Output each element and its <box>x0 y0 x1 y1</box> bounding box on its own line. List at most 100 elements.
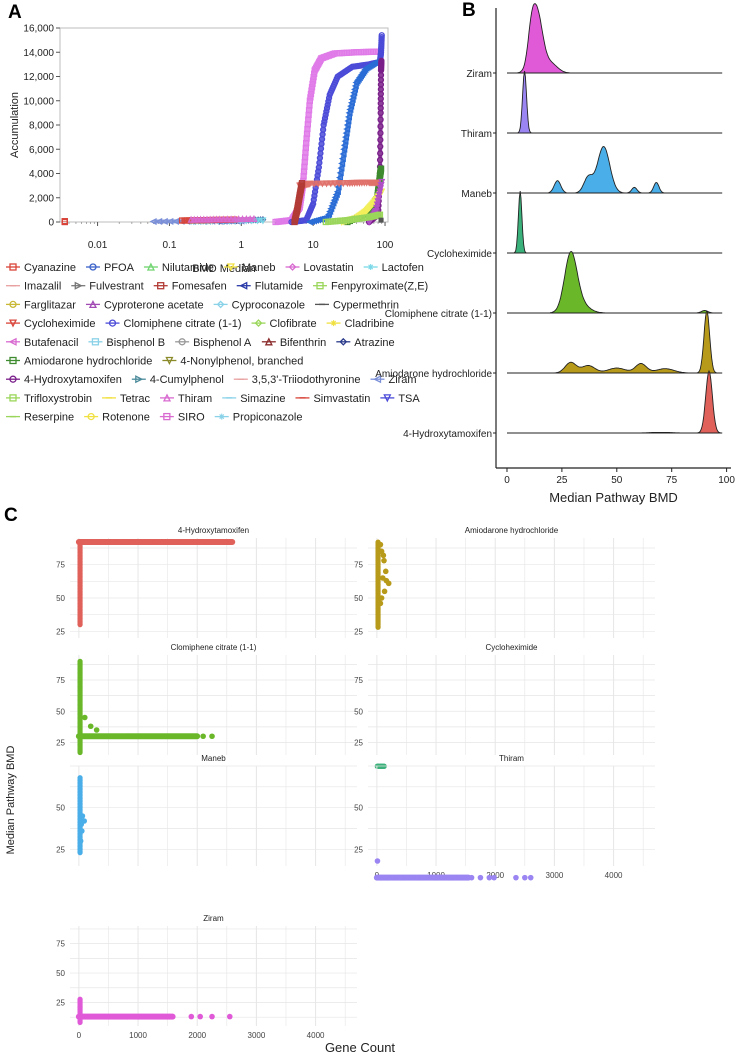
facet-title-thiram: Thiram <box>499 754 524 763</box>
point-thiram <box>223 215 231 223</box>
panel-a-ytick-label: 12,000 <box>23 72 54 83</box>
facet-ytick-label: 75 <box>56 676 65 685</box>
legend-label-propiconazole: Propiconazole <box>233 412 303 424</box>
facet-4-hydroxytamoxifen: 4-Hydroxytamoxifen 25 50 75 <box>56 526 357 638</box>
facet-xtick-label: 2000 <box>188 1031 206 1040</box>
legend-label-bifenthrin: Bifenthrin <box>280 337 326 349</box>
legend-label-4-hydroxytamoxifen: 4-Hydroxytamoxifen <box>24 374 122 386</box>
panel-a-ytick-label: 14,000 <box>23 48 54 59</box>
facet-ytick-label: 50 <box>56 804 65 813</box>
point-clomiphene-citrate-1-1 <box>310 196 317 203</box>
point-flutamide <box>349 92 357 100</box>
point-flutamide <box>339 150 347 158</box>
point-flutamide <box>326 207 334 216</box>
facet-xtick-label: 3000 <box>546 871 564 880</box>
point-flutamide <box>323 213 331 221</box>
panel-b-ridgeline-chart: 0 25 50 75 100 Median Pathway BMD Ziram Thiram M… <box>375 3 735 505</box>
legend-marker-ziram <box>373 375 382 384</box>
point-lovastatin <box>308 87 315 94</box>
panel-b-xtick-label: 50 <box>611 475 623 486</box>
legend-label-4-cumylphenol: 4-Cumylphenol <box>150 374 224 386</box>
point-flutamide <box>338 159 346 167</box>
legend-label-simvastatin: Simvastatin <box>313 393 370 405</box>
legend-marker-atrazine <box>339 337 348 346</box>
point-thiram <box>477 874 484 881</box>
legend-label-farglitazar: Farglitazar <box>24 299 76 311</box>
facet-ziram: Ziram 25 50 75 0 1000 2000 3000 4000 <box>56 914 357 1040</box>
legend-label-lactofen: Lactofen <box>382 262 424 274</box>
point-clomiphene-citrate-1-1 <box>325 94 333 102</box>
point-flutamide <box>330 196 338 204</box>
legend-label-3-5-3-triiodothyronine: 3,5,3'-Triiodothyronine <box>252 374 361 386</box>
series-cyanazine <box>61 218 68 226</box>
panel-b-xlabel: Median Pathway BMD <box>549 490 678 505</box>
legend-label-cycloheximide: Cycloheximide <box>24 318 96 330</box>
point-lovastatin <box>310 74 317 81</box>
ridge-label-cycloheximide: Cycloheximide <box>427 249 492 260</box>
point-thiram <box>468 874 475 881</box>
point-lovastatin <box>307 90 315 98</box>
point-4-hydroxytamoxifen <box>377 123 384 130</box>
legend-marker-fenpyroximate-z-e <box>316 282 324 290</box>
point-flutamide <box>348 95 356 103</box>
point-flutamide <box>342 129 350 137</box>
ridge-area-cycloheximide <box>507 190 723 254</box>
ridge-label-thiram: Thiram <box>461 129 492 140</box>
point-cycloheximide <box>310 180 318 188</box>
point-4-hydroxytamoxifen <box>170 539 177 545</box>
legend-marker-cyproterone-acetate <box>88 299 98 309</box>
point-flutamide <box>347 99 355 107</box>
facet-xtick-label: 3000 <box>248 1031 266 1040</box>
legend-label-butafenacil: Butafenacil <box>24 337 78 349</box>
legend-label-thiram: Thiram <box>178 393 212 405</box>
point-amiodarone-hydrochloride <box>382 568 389 575</box>
point-flutamide <box>328 202 336 210</box>
series-fenpyroximate-z-e <box>322 211 384 226</box>
point-ziram <box>188 1013 195 1020</box>
series-thiram <box>187 214 258 223</box>
legend-label-clofibrate: Clofibrate <box>270 318 317 330</box>
series-cypermethrin <box>378 216 384 224</box>
point-cycloheximide <box>306 180 314 188</box>
legend-marker-flutamide <box>239 281 248 290</box>
legend-label-lovastatin: Lovastatin <box>304 262 354 274</box>
point-flutamide <box>337 164 345 172</box>
legend-label-rotenone: Rotenone <box>102 412 150 424</box>
legend-marker-rotenone <box>87 412 95 421</box>
panel-a-accumulation-chart: 0 2,000 4,000 6,000 8,000 10,000 12,000 14,000 1… <box>9 24 394 276</box>
panel-a-ytick-label: 10,000 <box>23 96 54 107</box>
facet-title-amiodarone-hydrochloride: Amiodarone hydrochloride <box>465 526 559 535</box>
point-clomiphene-citrate-1-1 <box>378 32 385 39</box>
point-lovastatin <box>309 77 317 84</box>
point-4-hydroxytamoxifen <box>377 129 384 137</box>
legend-marker-cyanazine <box>9 263 17 271</box>
point-thiram <box>522 874 528 881</box>
point-cycloheximide <box>318 180 326 188</box>
point-cycloheximide <box>331 180 339 188</box>
point-thiram <box>242 215 250 223</box>
point-4-hydroxytamoxifen <box>206 539 212 545</box>
point-clomiphene-citrate-1-1 <box>188 733 195 740</box>
point-clomiphene-citrate-1-1 <box>311 188 319 195</box>
point-thiram <box>227 215 235 223</box>
legend-marker-amiodarone-hydrochloride <box>9 356 17 365</box>
legend-label-clomiphene-citrate-1-1: Clomiphene citrate (1-1) <box>124 318 242 330</box>
panel-b-xtick-label: 100 <box>718 475 735 486</box>
legend-label-4-nonylphenol-branched: 4-Nonylphenol, branched <box>180 356 303 368</box>
ridge-thiram: Thiram <box>461 70 723 140</box>
point-cycloheximide <box>314 180 322 188</box>
point-flutamide <box>324 210 333 218</box>
panel-c-facet-scatter: Median Pathway BMD Gene Count 4-Hydroxytam… <box>5 526 655 1055</box>
panel-a-xtick-label: 0.1 <box>162 240 176 251</box>
point-cycloheximide <box>323 180 331 188</box>
legend-marker-trifloxystrobin <box>9 394 17 402</box>
point-clomiphene-citrate-1-1 <box>164 733 171 740</box>
point-clomiphene-citrate-1-1 <box>321 115 329 122</box>
facet-cycloheximide: Cycloheximide 25 50 75 <box>354 643 655 770</box>
point-maneb <box>78 821 85 828</box>
facet-maneb: Maneb 25 50 <box>56 754 357 866</box>
legend-label-atrazine: Atrazine <box>354 337 394 349</box>
point-ziram <box>197 1013 203 1020</box>
ridge-label-amiodarone-hydrochloride: Amiodarone hydrochloride <box>375 369 492 380</box>
legend-marker-nilutamide <box>146 262 155 271</box>
